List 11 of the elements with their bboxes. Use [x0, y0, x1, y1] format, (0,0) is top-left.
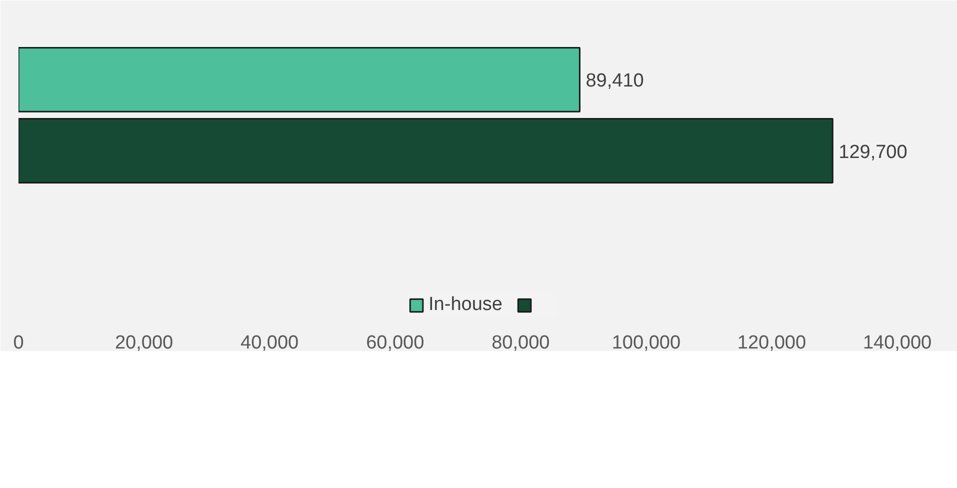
x-tick-label: 20,000: [114, 332, 174, 354]
data-label: 129,700: [838, 142, 908, 163]
x-tick-label: 140,000: [862, 332, 932, 354]
x-tick-label: 80,000: [492, 332, 550, 354]
x-tick-label: 60,000: [366, 332, 424, 354]
data-label: 89,410: [586, 70, 644, 92]
x-tick-label: 40,000: [240, 332, 299, 354]
x-tick-label: 100,000: [612, 332, 681, 354]
x-tick-label: 0: [13, 332, 24, 354]
legend-label: In-house: [428, 294, 502, 316]
x-tick-label: 120,000: [737, 332, 806, 354]
